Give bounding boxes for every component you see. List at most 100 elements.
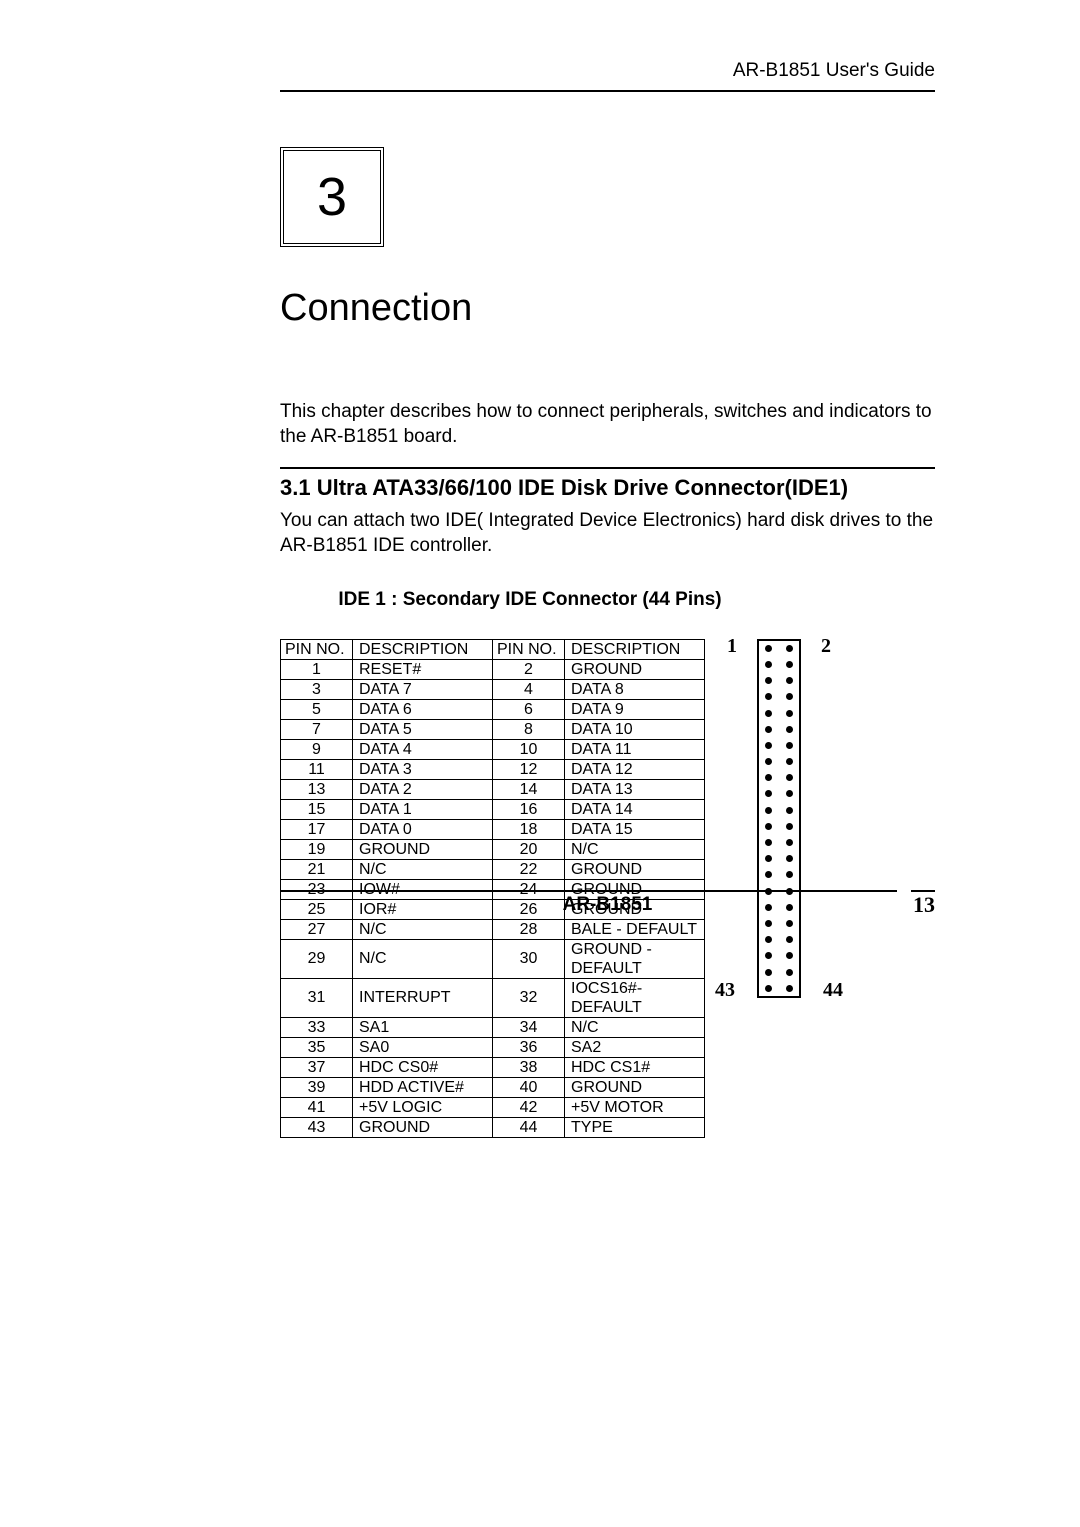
header-guide: AR-B1851 User's Guide (280, 60, 935, 92)
connector-pin-dot (765, 871, 772, 878)
connector-pin-dot (786, 790, 793, 797)
connector-pin-dot (786, 985, 793, 992)
table-cell: DATA 5 (353, 719, 493, 739)
connector-pin-dot (765, 969, 772, 976)
connector-pin-dot (765, 823, 772, 830)
table-cell: GROUND - DEFAULT (565, 939, 705, 978)
table-row: 31INTERRUPT32IOCS16#-DEFAULT (281, 978, 705, 1017)
connector-pin-dot (786, 661, 793, 668)
table-cell: GROUND (353, 1117, 493, 1137)
table-cell: DATA 8 (565, 679, 705, 699)
connector-pin-dot (765, 710, 772, 717)
table-row: 15DATA 116DATA 14 (281, 799, 705, 819)
table-cell: GROUND (565, 859, 705, 879)
table-cell: 8 (493, 719, 565, 739)
connector-pin-dot (786, 742, 793, 749)
table-cell: +5V LOGIC (353, 1097, 493, 1117)
connector-pin-dot (765, 758, 772, 765)
table-row: 13DATA 214DATA 13 (281, 779, 705, 799)
table-cell: 13 (281, 779, 353, 799)
table-row: 17DATA 018DATA 15 (281, 819, 705, 839)
table-cell: DATA 0 (353, 819, 493, 839)
footer-title: AR-B1851 (563, 894, 653, 916)
table-cell: 38 (493, 1057, 565, 1077)
table-cell: HDC CS0# (353, 1057, 493, 1077)
table-cell: 16 (493, 799, 565, 819)
table-cell: DATA 12 (565, 759, 705, 779)
table-row: 7DATA 58DATA 10 (281, 719, 705, 739)
table-cell: HDC CS1# (565, 1057, 705, 1077)
table-cell: 36 (493, 1037, 565, 1057)
connector-label-44: 44 (823, 979, 843, 1002)
table-cell: DATA 1 (353, 799, 493, 819)
table-cell: 22 (493, 859, 565, 879)
table-cell: 41 (281, 1097, 353, 1117)
table-cell: GROUND (565, 1077, 705, 1097)
table-cell: SA0 (353, 1037, 493, 1057)
connector-pin-dot (765, 790, 772, 797)
table-cell: BALE - DEFAULT (565, 919, 705, 939)
connector-pin-dot (765, 726, 772, 733)
connector-pin-dot (786, 969, 793, 976)
connector-pin-dot (765, 920, 772, 927)
table-cell: 9 (281, 739, 353, 759)
table-cell: 1 (281, 659, 353, 679)
connector-pin-dot (786, 645, 793, 652)
table-cell: DATA 7 (353, 679, 493, 699)
table-cell: 44 (493, 1117, 565, 1137)
connector-pin-dot (786, 774, 793, 781)
table-cell: 28 (493, 919, 565, 939)
connector-pin-dot (765, 936, 772, 943)
table-cell: SA1 (353, 1017, 493, 1037)
table-cell: 19 (281, 839, 353, 859)
chapter-number-box: 3 (280, 147, 384, 247)
table-cell: DATA 9 (565, 699, 705, 719)
table-cell: 30 (493, 939, 565, 978)
table-row: 37HDC CS0#38HDC CS1# (281, 1057, 705, 1077)
table-cell: 3 (281, 679, 353, 699)
table-cell: +5V MOTOR (565, 1097, 705, 1117)
table-cell: TYPE (565, 1117, 705, 1137)
connector-pin-dot (786, 823, 793, 830)
table-header: PIN NO. (281, 639, 353, 659)
table-row: 5DATA 66DATA 9 (281, 699, 705, 719)
table-cell: 17 (281, 819, 353, 839)
table-cell: IOCS16#-DEFAULT (565, 978, 705, 1017)
table-cell: 39 (281, 1077, 353, 1097)
table-row: 11DATA 312DATA 12 (281, 759, 705, 779)
table-cell: 6 (493, 699, 565, 719)
section-body: You can attach two IDE( Integrated Devic… (280, 509, 935, 558)
connector-pin-dot (786, 936, 793, 943)
table-header-row: PIN NO. DESCRIPTION PIN NO. DESCRIPTION (281, 639, 705, 659)
table-cell: 2 (493, 659, 565, 679)
chapter-intro: This chapter describes how to connect pe… (280, 400, 935, 449)
connector-pin-dot (786, 693, 793, 700)
table-row: 21N/C22GROUND (281, 859, 705, 879)
table-cell: 15 (281, 799, 353, 819)
footer-rule (280, 890, 897, 892)
connector-pin-dot (786, 726, 793, 733)
table-row: 3DATA 74DATA 8 (281, 679, 705, 699)
table-cell: DATA 6 (353, 699, 493, 719)
table-row: 43GROUND44TYPE (281, 1117, 705, 1137)
table-cell: 27 (281, 919, 353, 939)
table-cell: 42 (493, 1097, 565, 1117)
table-cell: N/C (565, 1017, 705, 1037)
page-footer: AR-B1851 13 (280, 890, 935, 916)
chapter-number: 3 (317, 166, 347, 228)
table-cell: INTERRUPT (353, 978, 493, 1017)
pinout-table: PIN NO. DESCRIPTION PIN NO. DESCRIPTION … (280, 639, 705, 1138)
table-row: 19GROUND20N/C (281, 839, 705, 859)
table-cell: 34 (493, 1017, 565, 1037)
connector-pin-dot (786, 807, 793, 814)
connector-pin-dot (765, 985, 772, 992)
connector-label-43: 43 (715, 979, 735, 1002)
table-cell: 4 (493, 679, 565, 699)
section-divider (280, 467, 935, 469)
table-row: 1RESET#2GROUND (281, 659, 705, 679)
table-cell: N/C (353, 859, 493, 879)
table-cell: DATA 2 (353, 779, 493, 799)
table-cell: N/C (353, 939, 493, 978)
table-cell: 37 (281, 1057, 353, 1077)
table-row: 9DATA 410DATA 11 (281, 739, 705, 759)
